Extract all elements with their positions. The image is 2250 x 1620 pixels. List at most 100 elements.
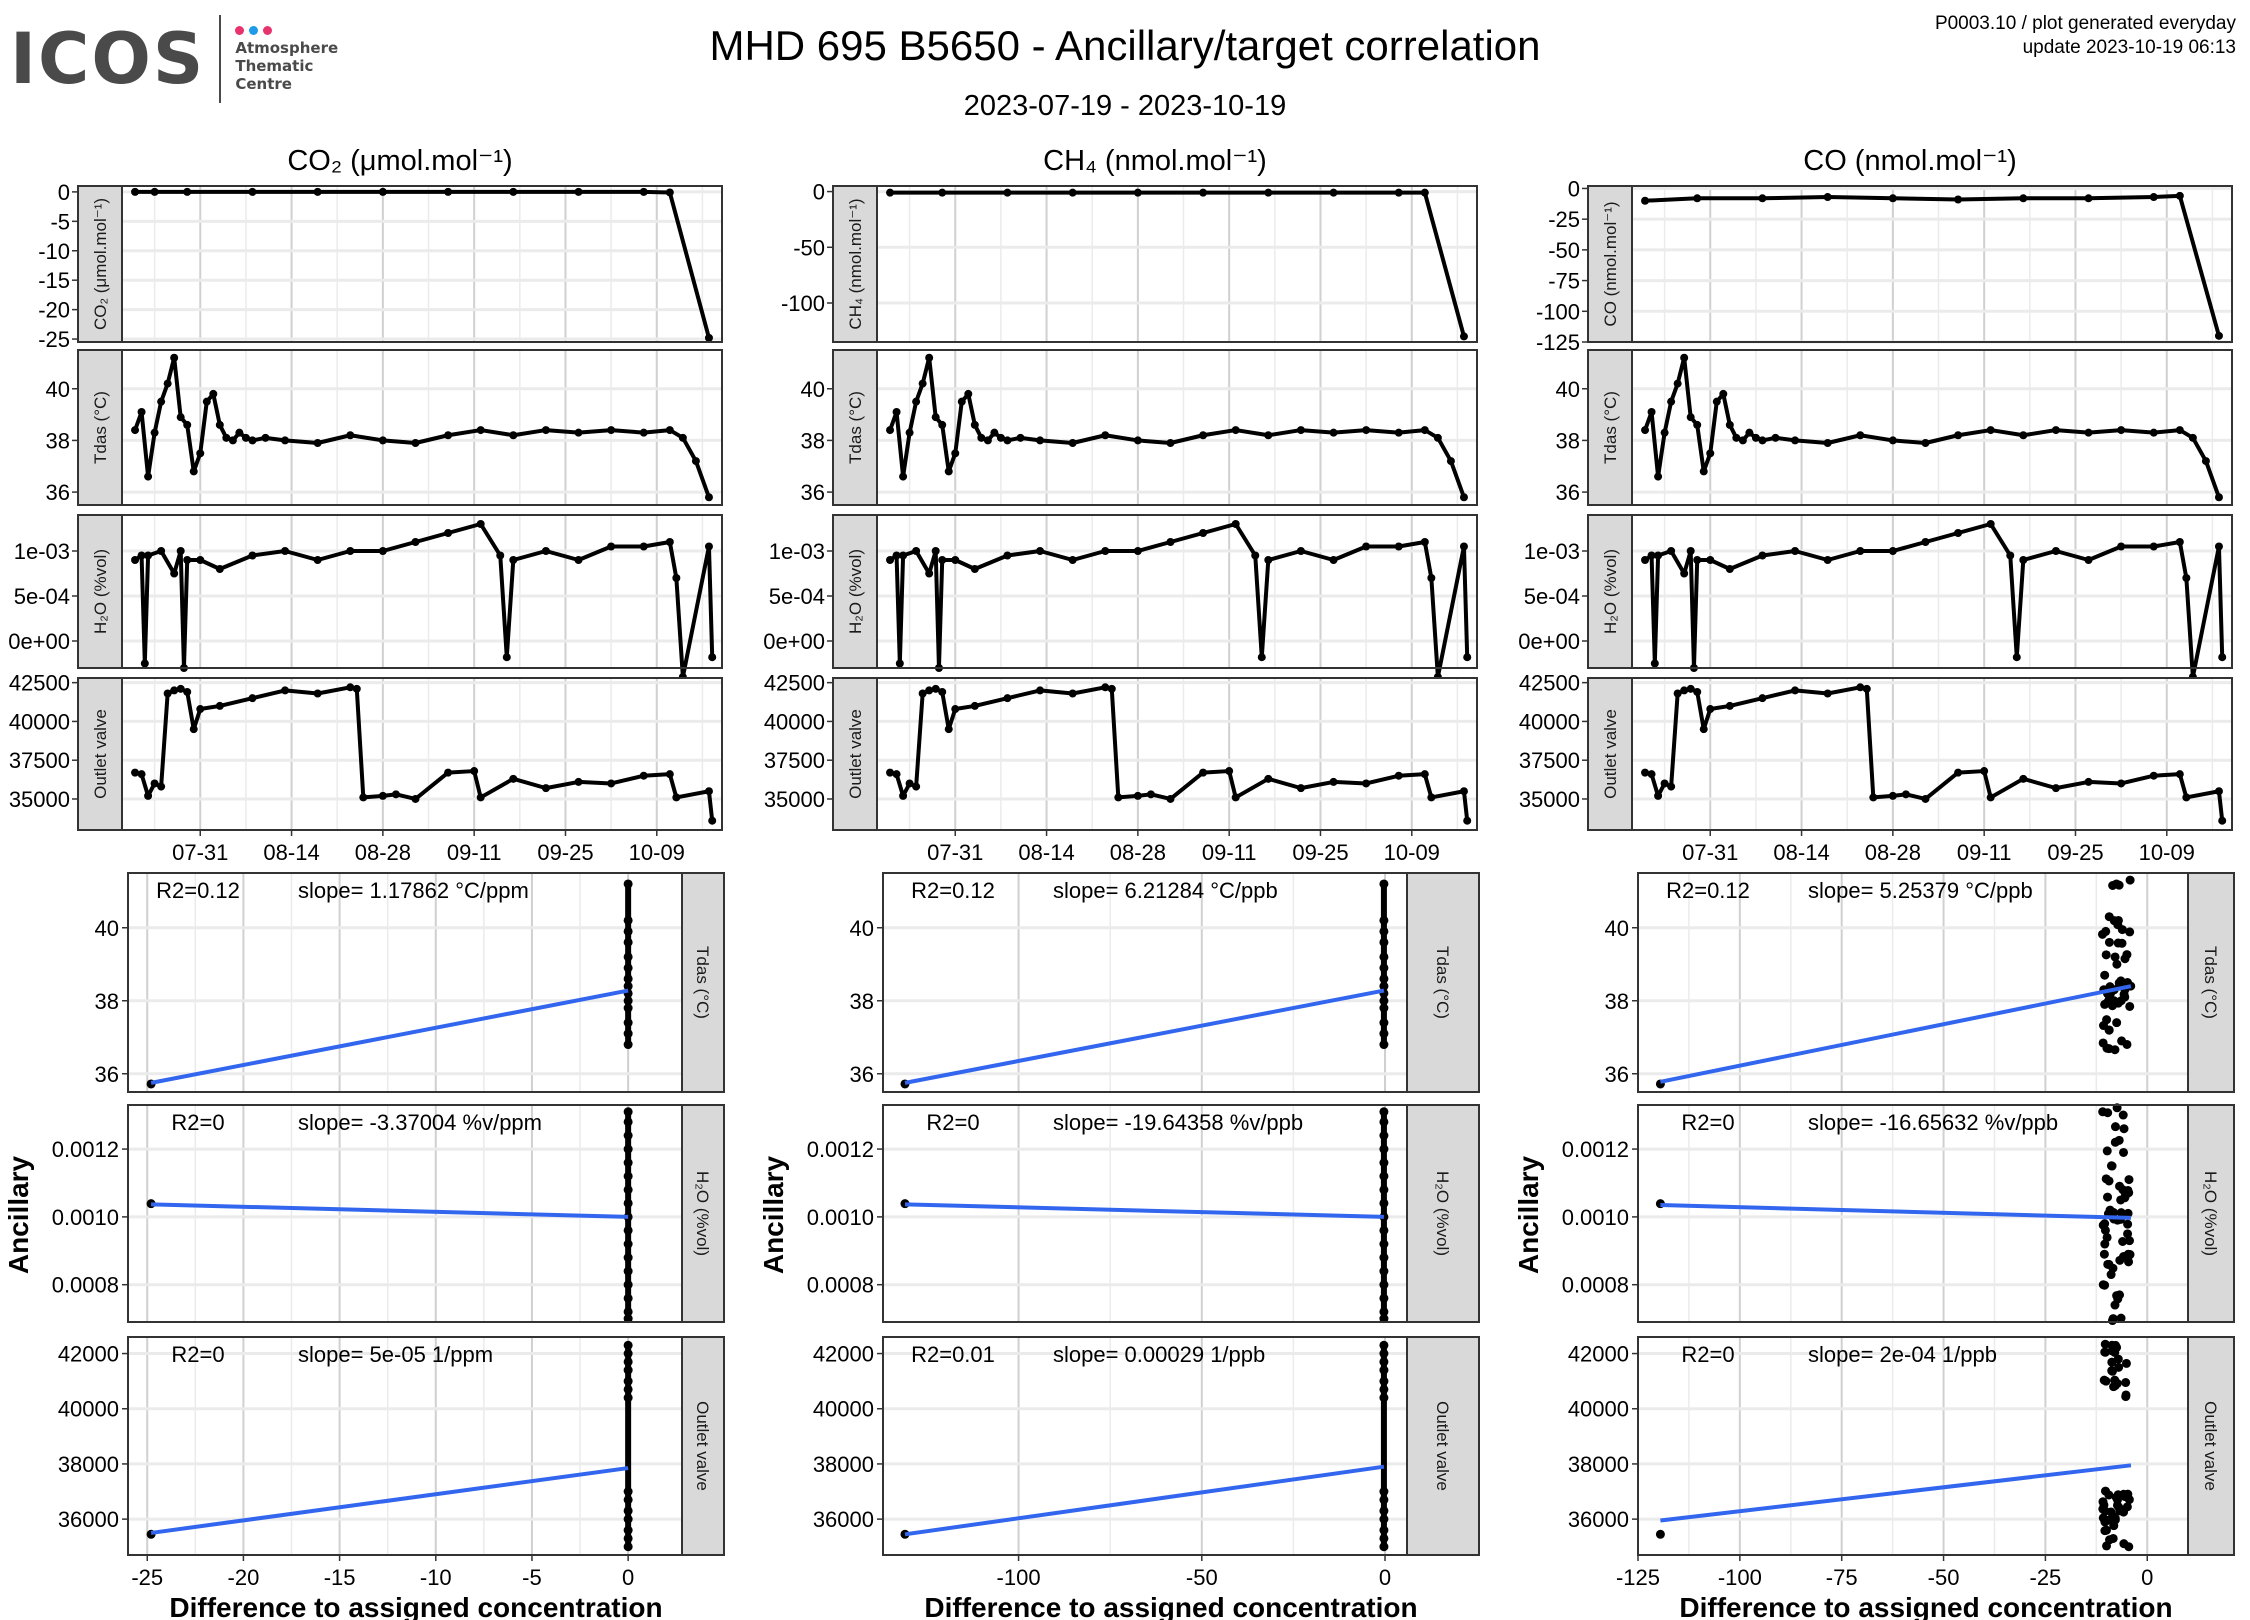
data-point (1394, 542, 1403, 551)
data-point (2051, 547, 2060, 555)
scatter-point (2097, 929, 2107, 939)
data-point (2019, 556, 2028, 564)
panel-strip (1587, 514, 1633, 669)
data-point (886, 768, 895, 777)
data-point (496, 551, 505, 560)
strip-label: H₂O (%vol) (846, 549, 865, 634)
scatter-point (2121, 1358, 2131, 1368)
data-point (574, 187, 583, 196)
y-tick-label: 40000 (764, 709, 825, 734)
scatter-point (2107, 1366, 2117, 1376)
data-point (476, 520, 485, 528)
y-tick-label: 42000 (813, 1342, 874, 1367)
x-tick-label: -25 (2030, 1565, 2062, 1590)
y-tick-label: 36000 (1568, 1507, 1629, 1532)
data-point (281, 686, 290, 695)
panel-border (876, 185, 1478, 343)
regression-line (151, 1202, 629, 1219)
scatter-point (2123, 1219, 2133, 1229)
data-point (1921, 794, 1930, 803)
scatter-point (2100, 1225, 2110, 1235)
data-point (1758, 194, 1767, 203)
data-point (1231, 426, 1240, 435)
data-point (1650, 659, 1659, 668)
scatter-point (2104, 937, 2114, 947)
x-tick-label: 0 (2141, 1565, 2153, 1590)
scatter-point (2108, 880, 2118, 890)
data-point (346, 431, 355, 440)
data-point (1199, 431, 1208, 440)
data-point (1921, 538, 1930, 546)
logo-dot (263, 25, 273, 35)
scatter-point (2115, 1255, 2125, 1265)
strip-label: H₂O (%vol) (2201, 1171, 2220, 1256)
panel-background (877, 678, 1477, 830)
data-point (1036, 547, 1045, 555)
data-point (202, 397, 211, 406)
data-point (1362, 426, 1371, 435)
data-point (248, 436, 257, 445)
data-point (1686, 684, 1695, 693)
y-tick-label: 40000 (1568, 1397, 1629, 1422)
data-point (2214, 493, 2223, 502)
data-point (509, 774, 518, 783)
data-point (196, 556, 205, 564)
y-tick-label: 5e-04 (14, 584, 70, 609)
scatter-point (2102, 1146, 2112, 1156)
data-point (2117, 542, 2126, 551)
data-point (137, 408, 146, 416)
x-tick-label: 09-25 (1292, 840, 1348, 865)
data-point (1101, 431, 1110, 440)
panel-border (876, 514, 1478, 669)
data-point (2084, 194, 2093, 203)
logo-subtitle: Atmosphere Thematic Centre (235, 25, 338, 93)
y-tick-label: -75 (1548, 269, 1580, 294)
data-point (2175, 770, 2184, 779)
scatter-point (2119, 1507, 2129, 1517)
data-point (1680, 686, 1689, 695)
y-tick-label: 40 (850, 916, 874, 941)
y-tick-label: 0e+00 (763, 629, 825, 654)
panel-background (877, 186, 1477, 342)
data-point (215, 565, 224, 573)
panel-strip (2187, 1336, 2235, 1556)
data-point (1641, 196, 1650, 205)
strip-label: H₂O (%vol) (693, 1171, 712, 1256)
data-point (1869, 793, 1878, 802)
scatter-point (2110, 1045, 2120, 1055)
x-tick-label: 08-28 (1110, 840, 1166, 865)
panel-strip (832, 514, 878, 669)
data-point (2019, 431, 2028, 440)
data-point (1732, 433, 1741, 442)
data-point (1686, 413, 1695, 422)
data-point (1003, 551, 1012, 560)
y-tick-label: -125 (1536, 330, 1580, 355)
data-point (938, 420, 947, 429)
scatter-point (2114, 1135, 2124, 1145)
scatter-point (2120, 954, 2130, 964)
data-point (1791, 547, 1800, 555)
y-tick-label: 40000 (58, 1397, 119, 1422)
data-point (378, 791, 387, 800)
data-point (281, 436, 290, 445)
data-point (163, 689, 172, 698)
data-point (1107, 684, 1116, 693)
data-point (672, 793, 681, 802)
scatter-point (2100, 1526, 2110, 1536)
scatter-point (2098, 1497, 2108, 1507)
data-point (1133, 547, 1142, 555)
data-point (1823, 193, 1832, 202)
y-tick-label: 42500 (764, 671, 825, 696)
data-point (1954, 768, 1963, 777)
correlation-panel: 36 38 40 R2=0.12 slope= 1.17862 °C/ppm Tdas (… (95, 872, 725, 1093)
timeseries-panel: Outlet valve 35000 37500 40000 42500 07-31 08-… (9, 671, 723, 865)
y-tick-label: -25 (1548, 207, 1580, 232)
data-point (313, 187, 322, 196)
strip-label: CH₄ (nmol.mol⁻¹) (846, 198, 865, 329)
panel-background (128, 1337, 682, 1555)
data-point (391, 790, 400, 799)
data-point (1745, 428, 1754, 437)
scatter-point (2112, 1018, 2122, 1028)
scatter-point (2102, 1015, 2112, 1025)
scatter-point (2119, 1147, 2129, 1157)
